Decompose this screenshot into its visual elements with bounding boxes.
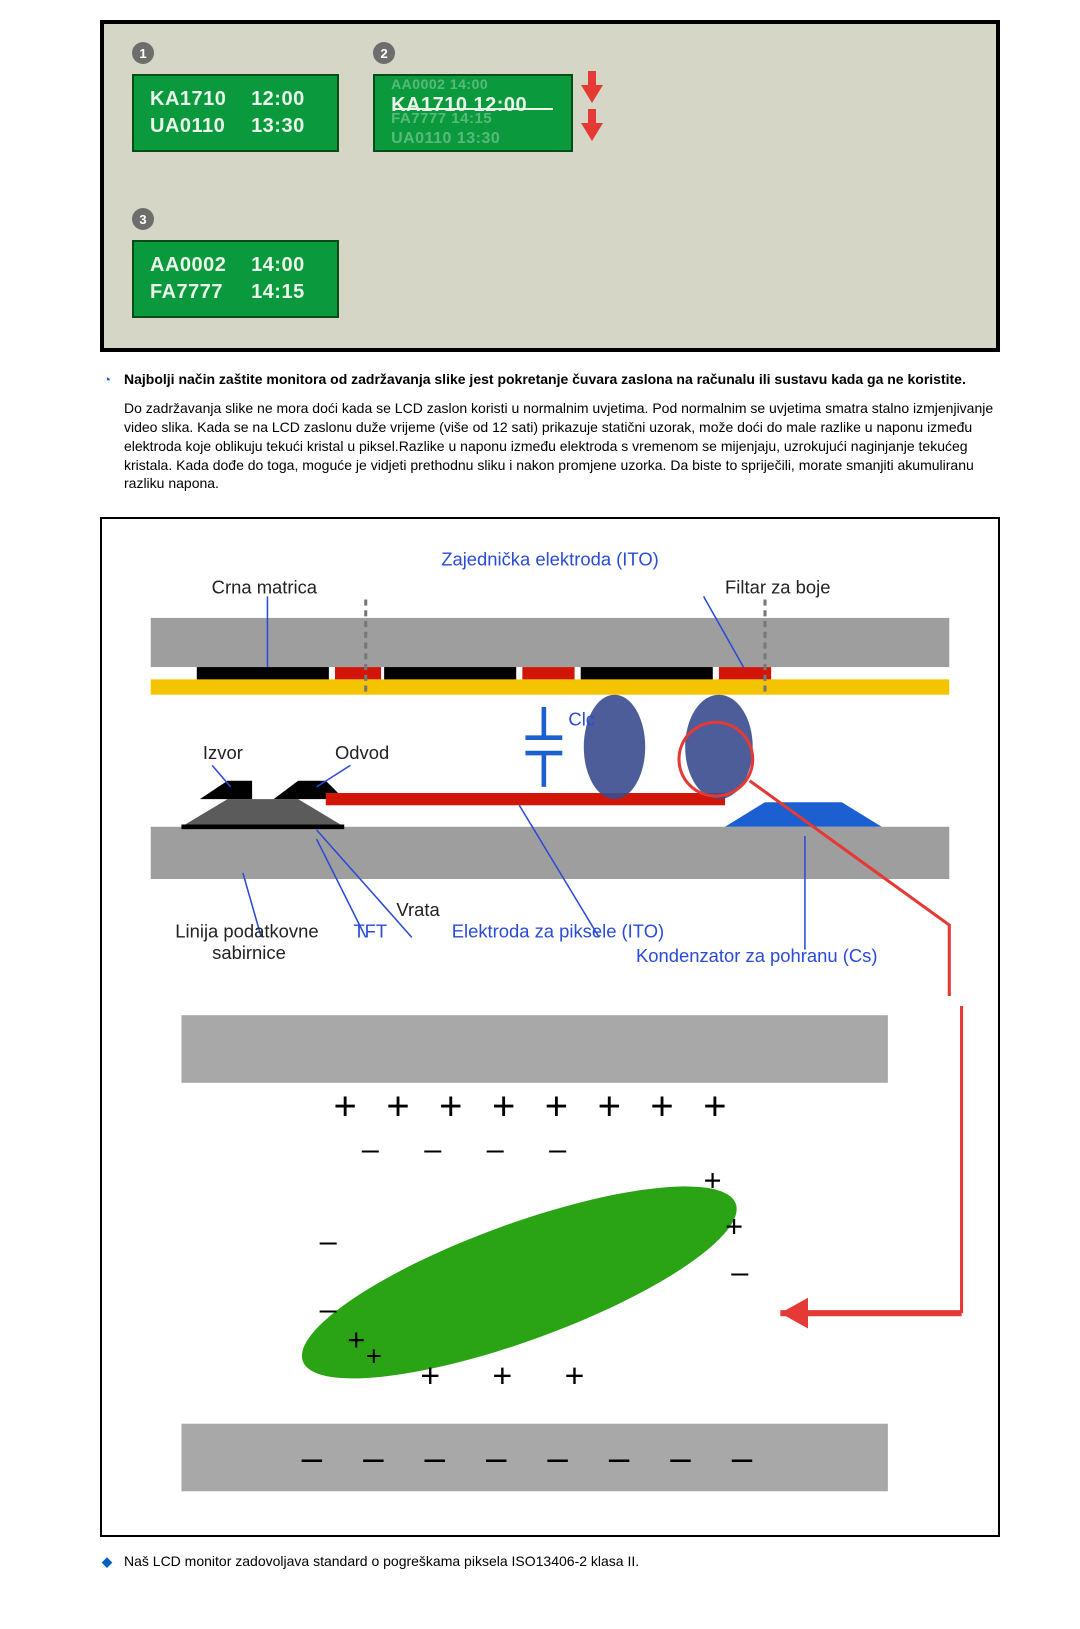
bullet1-text: Najbolji način zaštite monitora od zadrž… — [124, 370, 966, 389]
body-text: Do zadržavanja slike ne mora doći kada s… — [100, 399, 1000, 493]
board-1: KA1710 12:00 UA0110 13:30 — [132, 74, 339, 152]
p2-row3: UA0110 13:30 — [391, 130, 555, 148]
bullet-icon: ◔ — [100, 372, 114, 386]
scroll-arrows — [581, 85, 603, 141]
svg-text:–: – — [320, 1224, 338, 1259]
p1-row0-code: KA1710 — [150, 86, 245, 113]
p3-row1-time: 14:15 — [251, 279, 321, 306]
bullet-icon: ◆ — [100, 1555, 114, 1569]
lbl-gate: Vrata — [396, 899, 440, 920]
p1-row1-code: UA0110 — [150, 113, 245, 140]
lbl-source: Izvor — [203, 743, 243, 764]
p3-row0-code: AA0002 — [150, 252, 245, 279]
fig1-flight-boards: 1 KA1710 12:00 UA0110 13:30 2 AA00 — [100, 20, 1000, 352]
lbl-black-matrix: Crna matrica — [212, 577, 318, 598]
lbl-drain: Odvod — [335, 743, 389, 764]
panel-1: 1 KA1710 12:00 UA0110 13:30 — [132, 42, 339, 152]
bullet-1: ◔ Najbolji način zaštite monitora od zad… — [100, 370, 1000, 389]
p3-row1-code: FA7777 — [150, 279, 245, 306]
lbl-clc: Clc — [568, 709, 595, 730]
badge-1: 1 — [132, 42, 154, 64]
charge-diagram-svg: + + + + + + + + – – – – – – + + + + – + … — [120, 1006, 980, 1513]
lbl-pixel-electrode: Elektroda za piksele (ITO) — [452, 921, 664, 942]
p2-row0: AA0002 14:00 — [391, 76, 555, 92]
p1-row0-time: 12:00 — [251, 86, 321, 113]
top-minus-row: – – – – — [362, 1132, 585, 1167]
lbl-tft: TFT — [353, 921, 387, 942]
lbl-storage-cap: Kondenzator za pohranu (Cs) — [636, 945, 877, 966]
p3-row0-time: 14:00 — [251, 252, 321, 279]
bullet2-text: Naš LCD monitor zadovoljava standard o p… — [124, 1553, 639, 1569]
lcd-cross-section-svg: Zajednička elektroda (ITO) Crna matrica … — [120, 535, 980, 996]
svg-text:–: – — [320, 1291, 338, 1326]
bottom-minus-row: – – – – – – – – — [302, 1437, 768, 1478]
p1-row1-time: 13:30 — [251, 113, 321, 140]
arrow-down-icon — [581, 123, 603, 141]
board-2: AA0002 14:00 KA1710 12:00 FA7777 14:15 — [373, 74, 573, 152]
p2-row2: FA7777 14:15 — [391, 110, 555, 127]
arrow-down-icon — [581, 85, 603, 103]
svg-text:+ + +: + + + — [420, 1357, 605, 1395]
board-3: AA0002 14:00 FA7777 14:15 — [132, 240, 339, 318]
lbl-data-bus2: sabirnice — [212, 942, 286, 963]
lbl-data-bus: Linija podatkovne — [175, 921, 318, 942]
svg-text:+: + — [347, 1322, 365, 1357]
badge-3: 3 — [132, 208, 154, 230]
badge-2: 2 — [373, 42, 395, 64]
panel-3: 3 AA0002 14:00 FA7777 14:15 — [132, 208, 339, 318]
fig2-lcd-diagram: Zajednička elektroda (ITO) Crna matrica … — [100, 517, 1000, 1536]
panel-2: 2 AA0002 14:00 KA1710 12:00 — [373, 42, 603, 152]
lbl-common-electrode: Zajednička elektroda (ITO) — [441, 549, 659, 570]
bullet-2: ◆ Naš LCD monitor zadovoljava standard o… — [100, 1553, 1000, 1569]
svg-text:+: + — [725, 1208, 743, 1243]
lbl-color-filter: Filtar za boje — [725, 577, 830, 598]
svg-text:+: + — [366, 1340, 382, 1371]
top-plus-row: + + + + + + + + — [334, 1085, 736, 1129]
svg-text:+: + — [704, 1162, 722, 1197]
svg-text:–: – — [731, 1254, 749, 1289]
